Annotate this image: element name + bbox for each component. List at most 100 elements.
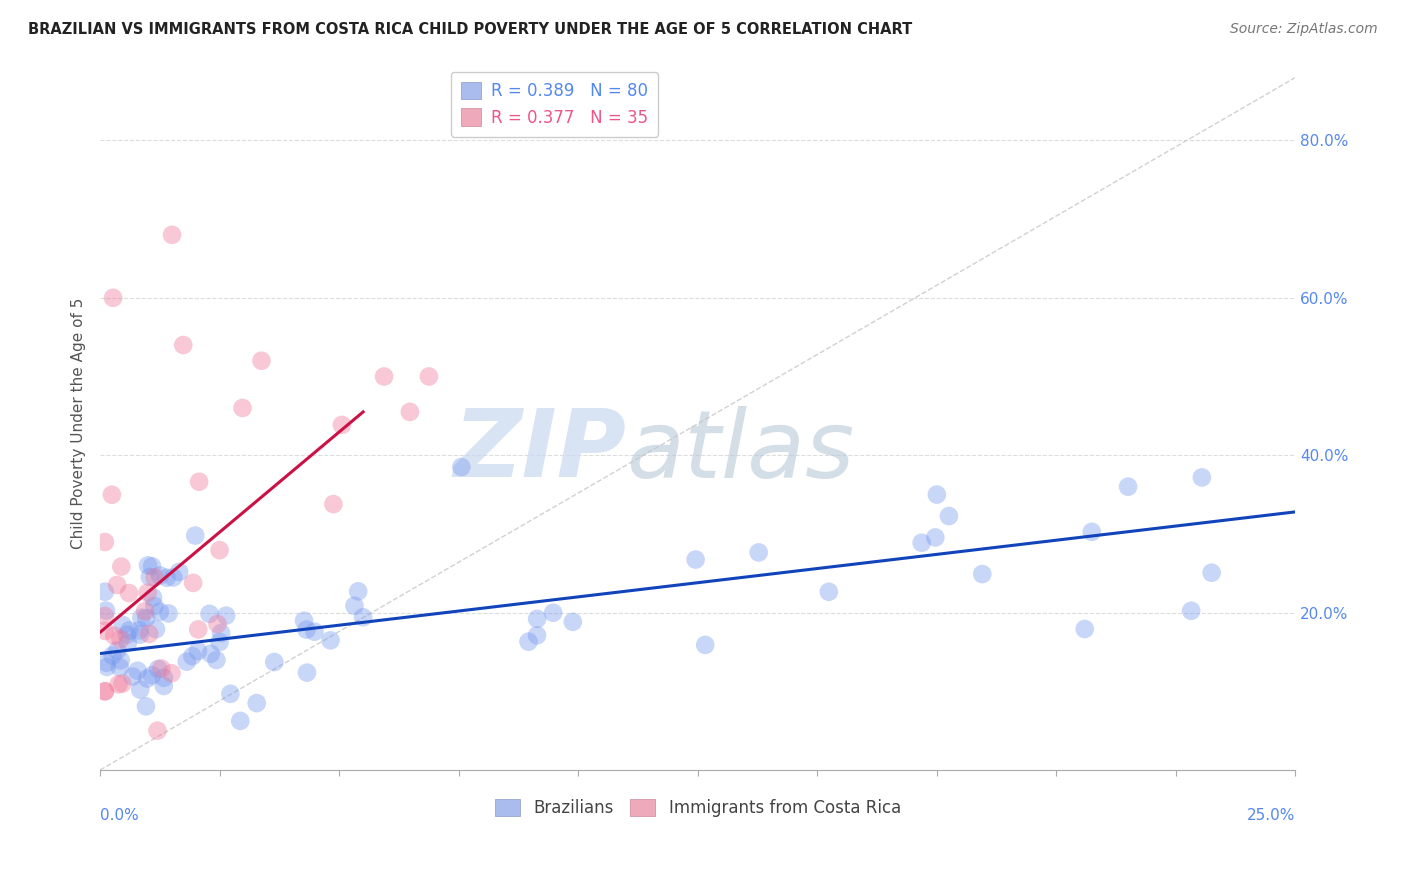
Point [141, 559, 163, 574]
Point [263, 655, 285, 669]
Point [162, 570, 184, 584]
Point [924, 531, 946, 545]
Point [94, 535, 117, 549]
Point [110, 653, 132, 667]
Point [142, 591, 165, 605]
Point [319, 633, 342, 648]
Point [115, 628, 138, 642]
Point [938, 509, 960, 524]
Text: 0.0%: 0.0% [100, 808, 139, 823]
Point [685, 552, 707, 566]
Point [134, 604, 156, 618]
Point [208, 543, 231, 558]
Point [94, 584, 117, 599]
Point [188, 475, 211, 489]
Point [153, 679, 176, 693]
Point [150, 661, 173, 675]
Point [399, 405, 422, 419]
Point [143, 599, 166, 613]
Point [111, 618, 134, 632]
Point [322, 497, 344, 511]
Point [1116, 480, 1139, 494]
Point [111, 676, 134, 690]
Point [94, 604, 117, 618]
Point [911, 535, 934, 549]
Point [121, 669, 143, 683]
Point [96, 656, 118, 670]
Point [101, 291, 124, 305]
Point [156, 571, 179, 585]
Point [136, 672, 159, 686]
Point [94, 684, 117, 698]
Point [135, 699, 157, 714]
Point [695, 638, 717, 652]
Text: ZIP: ZIP [453, 406, 626, 498]
Point [108, 660, 131, 674]
Point [172, 338, 194, 352]
Point [207, 617, 229, 632]
Point [117, 636, 139, 650]
Point [160, 227, 183, 242]
Point [343, 599, 366, 613]
Point [250, 353, 273, 368]
Point [526, 612, 548, 626]
Point [129, 682, 152, 697]
Point [215, 608, 238, 623]
Point [748, 545, 770, 559]
Point [167, 565, 190, 579]
Point [101, 648, 124, 663]
Point [229, 714, 252, 728]
Point [1073, 622, 1095, 636]
Point [200, 647, 222, 661]
Point [141, 668, 163, 682]
Point [818, 584, 841, 599]
Point [198, 607, 221, 621]
Text: atlas: atlas [626, 406, 855, 497]
Point [1081, 524, 1104, 539]
Point [149, 568, 172, 582]
Point [131, 611, 153, 625]
Point [418, 369, 440, 384]
Point [136, 558, 159, 573]
Point [352, 610, 374, 624]
Point [526, 628, 548, 642]
Point [148, 662, 170, 676]
Point [157, 607, 180, 621]
Point [153, 671, 176, 685]
Text: Source: ZipAtlas.com: Source: ZipAtlas.com [1230, 22, 1378, 37]
Point [136, 585, 159, 599]
Point [1180, 604, 1202, 618]
Point [231, 401, 253, 415]
Point [94, 609, 117, 624]
Point [128, 624, 150, 638]
Point [105, 578, 128, 592]
Point [127, 664, 149, 678]
Point [105, 643, 128, 657]
Point [184, 528, 207, 542]
Point [176, 655, 198, 669]
Point [149, 605, 172, 619]
Point [118, 586, 141, 600]
Point [208, 635, 231, 649]
Point [219, 687, 242, 701]
Y-axis label: Child Poverty Under the Age of 5: Child Poverty Under the Age of 5 [72, 298, 86, 549]
Point [295, 665, 318, 680]
Point [187, 623, 209, 637]
Point [181, 649, 204, 664]
Point [103, 629, 125, 643]
Point [110, 559, 132, 574]
Point [330, 417, 353, 432]
Point [1201, 566, 1223, 580]
Legend: Brazilians, Immigrants from Costa Rica: Brazilians, Immigrants from Costa Rica [488, 792, 907, 824]
Point [138, 627, 160, 641]
Point [94, 684, 117, 698]
Point [139, 570, 162, 584]
Point [561, 615, 583, 629]
Point [146, 723, 169, 738]
Point [209, 626, 232, 640]
Point [450, 460, 472, 475]
Point [292, 614, 315, 628]
Point [1191, 470, 1213, 484]
Point [347, 584, 370, 599]
Point [118, 624, 141, 638]
